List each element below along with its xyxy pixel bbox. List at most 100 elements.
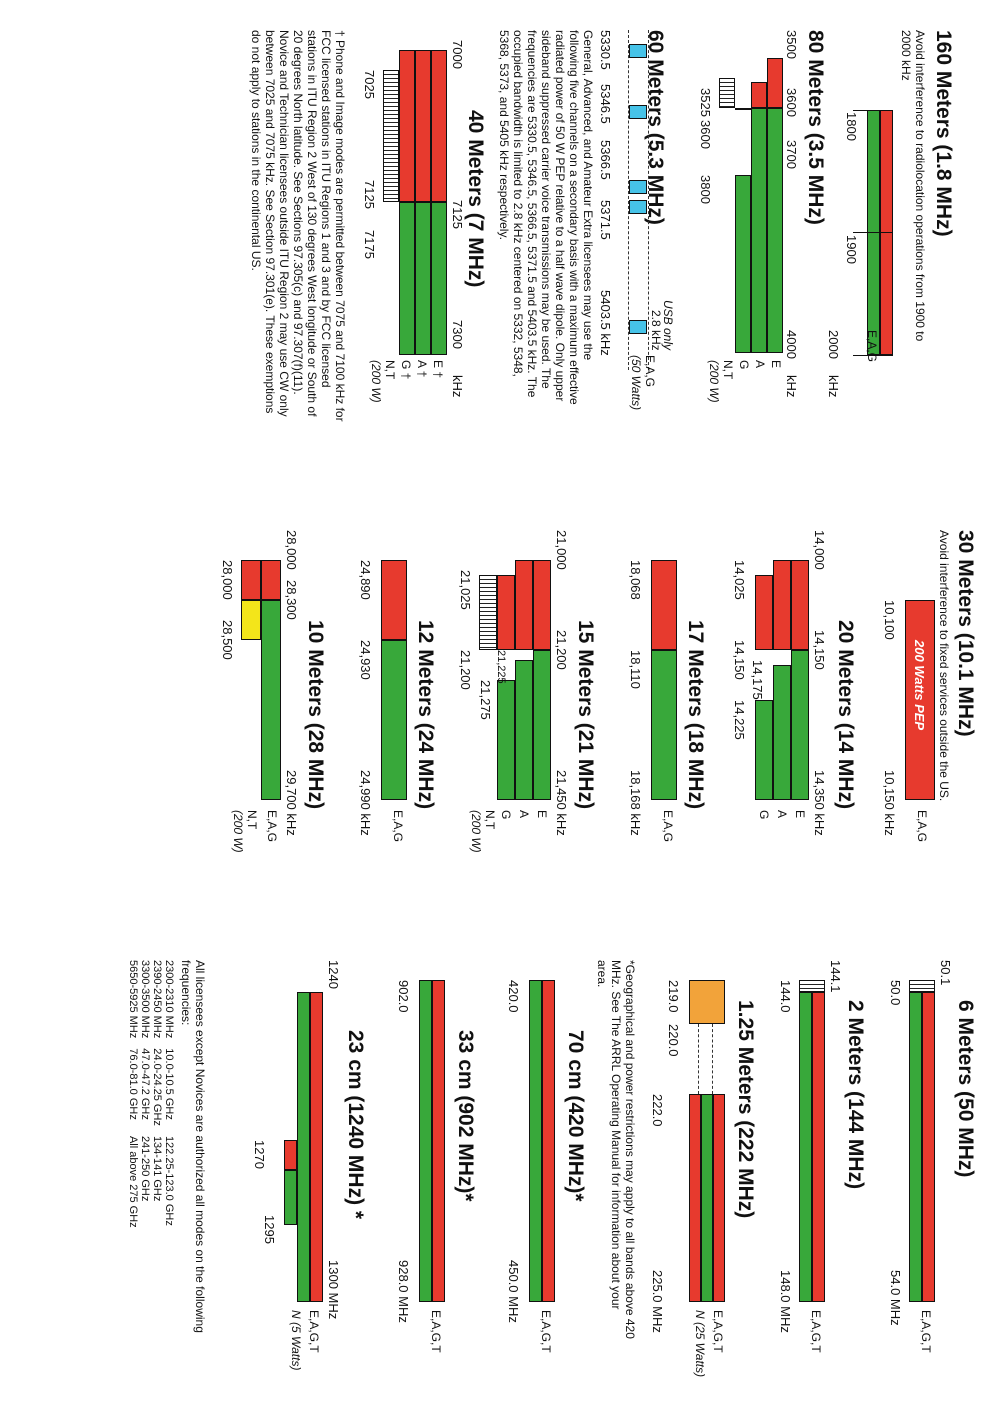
freq-3800: 3800 [698, 175, 713, 204]
mode-nt: N,T [721, 360, 735, 380]
table-cell: 10.0-10.5 GHz [163, 1048, 175, 1120]
unit-khz: kHz [826, 375, 841, 398]
bar-40m-nt [383, 70, 399, 202]
title-160m: 160 Meters (1.8 MHz) [932, 30, 955, 237]
table-cell: 24.0-24.25 GHz [151, 1048, 163, 1126]
freq-21200b: 21,200 [458, 650, 473, 690]
bar-125m-green [701, 1094, 713, 1302]
freq-18068: 18,068 [628, 560, 643, 600]
freq-21450: 21,450 kHz [554, 770, 569, 836]
unit-khz: kHz [450, 375, 465, 398]
bar-6m-cw [909, 980, 935, 992]
modes-17m: E,A,G [661, 810, 675, 843]
title-70cm: 70 cm (420 MHz)* [564, 1030, 587, 1202]
bar-2m-red [812, 992, 825, 1302]
bar-15m-g-red [497, 575, 515, 650]
watts-60m: (50 Watts) [629, 355, 643, 411]
freq-28500: 28,500 [220, 620, 235, 660]
modes-30m: E,A,G [915, 810, 929, 843]
bar-20m-a-green [773, 665, 791, 800]
bar-20m-g-green [755, 700, 773, 800]
mode-a: A † [415, 360, 429, 378]
dash [698, 1024, 699, 1094]
title-60m: 60 Meters (5.3 MHz) [644, 30, 667, 225]
title-125m: 1.25 Meters (222 MHz) [734, 1000, 757, 1219]
table-row: 2390-2450 MHz 24.0-24.25 GHz 134-141 GHz [151, 960, 163, 1238]
bar-40m-g-red [399, 50, 415, 202]
freq-5403-5: 5403.5 kHz [598, 290, 613, 356]
ch-5371-5 [629, 200, 647, 214]
ch-5366-5 [629, 180, 647, 194]
table-cell: 134-141 GHz [151, 1135, 163, 1202]
modes-125m: E,A,G,T [711, 1310, 725, 1353]
freq-144-1: 144.1 [828, 960, 843, 993]
title-23cm: 23 cm (1240 MHz) * [344, 1030, 367, 1220]
mode-watts: (200 W) [369, 360, 383, 403]
mode-e: E [769, 360, 783, 369]
bar-80m-a-red [751, 82, 767, 108]
note-160m: Avoid interference to radiolocation oper… [899, 30, 927, 342]
bar-40m-e-red [431, 50, 447, 202]
bar-40m-a-red [415, 50, 431, 202]
bar-40m-e-green [431, 202, 447, 355]
freq-1270: 1270 [252, 1140, 267, 1169]
freq-225: 225.0 MHz [650, 1270, 665, 1333]
freq-14025: 14,025 [732, 560, 747, 600]
freq-928: 928.0 MHz [396, 1260, 411, 1323]
table-cell: All above 275 GHz [127, 1135, 139, 1228]
tick [853, 232, 893, 233]
bar-80m-e-green [767, 108, 783, 353]
modes-10m: E,A,G [265, 810, 279, 843]
freq-21200: 21,200 [554, 630, 569, 670]
usb-only: USB only [661, 300, 675, 351]
freq-50-0: 50.0 [888, 980, 903, 1006]
freq-14350: 14,350 kHz [812, 770, 827, 836]
freq-450: 450.0 MHz [506, 1260, 521, 1323]
freq-28000: 28,000 [284, 530, 299, 570]
bar-40m-g-green [399, 202, 415, 355]
freq-4000: 4000 [784, 330, 799, 359]
bar-12m-green [381, 640, 407, 800]
modes-12m: E,A,G [391, 810, 405, 843]
bar-33cm-green [419, 980, 432, 1302]
table-row: 3300-3500 MHz 47.0-47.2 GHz 241-250 GHz [139, 960, 151, 1238]
freq-1295: 1295 [262, 1215, 277, 1244]
bar-10m-nt-yellow [241, 600, 261, 640]
freq-7025: 7025 [362, 70, 377, 99]
mode-a: A [517, 810, 531, 819]
bar-15m-e-green [533, 650, 551, 800]
bar-23cm-red [310, 992, 323, 1302]
freq-14175: 14,175 [750, 660, 765, 700]
bar-23cm-n-green [284, 1170, 297, 1225]
modes-2m: E,A,G,T [809, 1310, 823, 1353]
bar-20m-a-red [773, 560, 791, 650]
title-80m: 80 Meters (3.5 MHz) [804, 30, 827, 225]
freq-10100: 10,100 [882, 600, 897, 640]
freq-24930: 24,930 [358, 640, 373, 680]
ch-5330-5 [629, 44, 647, 58]
freq-3600b: 3600 [698, 120, 713, 149]
table-cell: 3300-3500 MHz [139, 960, 151, 1039]
title-40m: 40 Meters (7 MHz) [464, 110, 487, 288]
freq-10150: 10,150 kHz [882, 770, 897, 836]
freq-21225: 21,225 [495, 650, 507, 684]
bar-23cm-n-red [284, 1140, 297, 1170]
bar-40m-a-green [415, 202, 431, 355]
ch-5346-5 [629, 105, 647, 119]
table-cell: 122.25-123.0 GHz [163, 1135, 175, 1226]
modes-70cm: E,A,G,T [539, 1310, 553, 1353]
bar-80m-g-red [735, 108, 751, 110]
bar-6m-green [909, 992, 922, 1302]
bar-70cm-green [529, 980, 542, 1302]
bar-80m-nt [719, 78, 735, 108]
modes-33cm: E,A,G,T [429, 1310, 443, 1353]
bar-15m-a-green [515, 660, 533, 800]
freq-1900: 1900 [844, 235, 859, 264]
freq-7300: 7300 [450, 320, 465, 349]
bar-33cm-red [432, 980, 445, 1302]
table-row: 5650-5925 MHz 76.0-81.0 GHz All above 275 … [127, 960, 139, 1238]
freq-7175: 7175 [362, 230, 377, 259]
mode-e: E [793, 810, 807, 819]
freq-222: 222.0 [650, 1094, 665, 1127]
freq-5366-5: 5366.5 [598, 140, 613, 180]
